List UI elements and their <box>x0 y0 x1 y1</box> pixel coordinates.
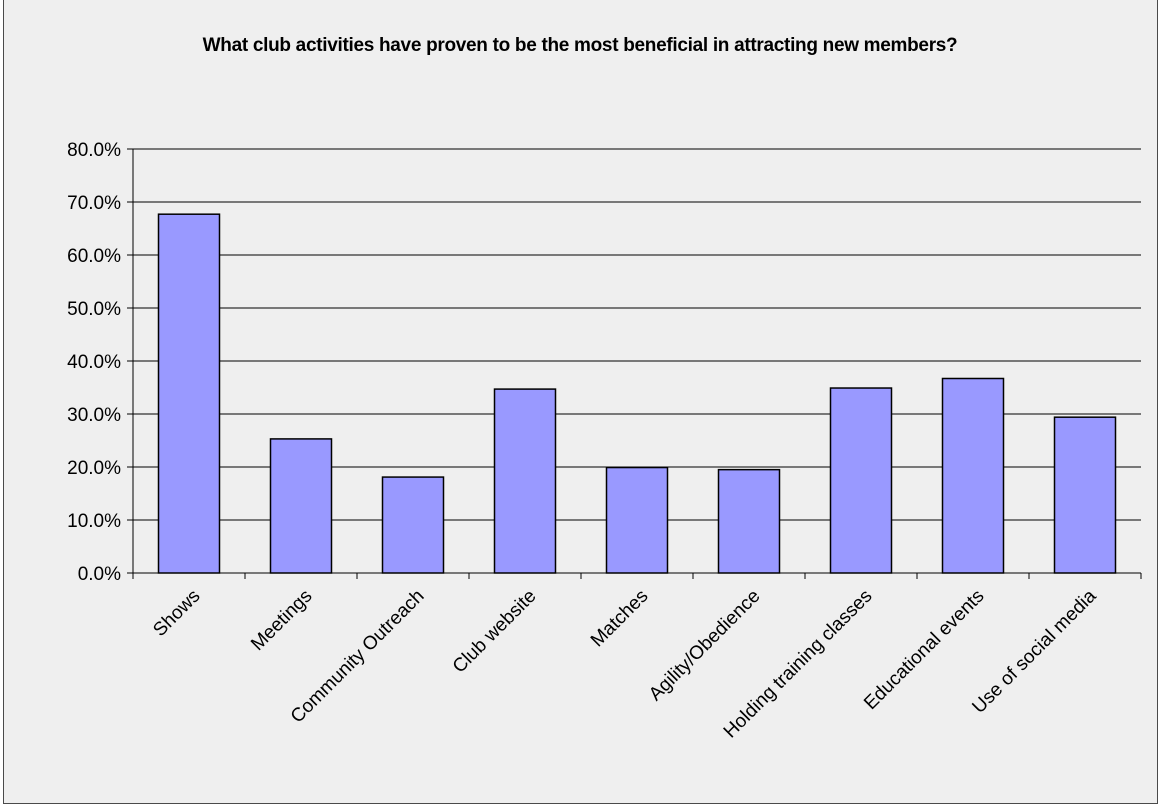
bar <box>829 387 893 574</box>
bar <box>269 438 333 574</box>
bar <box>605 466 669 574</box>
x-tick-label: Meetings <box>247 586 316 655</box>
bar <box>381 476 445 574</box>
bar <box>157 213 221 574</box>
y-tick-label: 50.0% <box>67 299 121 320</box>
x-tick-label: Matches <box>587 586 653 652</box>
x-tick-label: Club website <box>449 586 541 678</box>
y-tick-label: 10.0% <box>67 511 121 532</box>
x-tick-label: Shows <box>149 586 204 641</box>
y-tick-label: 20.0% <box>67 458 121 479</box>
bar <box>493 388 557 574</box>
y-tick-label: 40.0% <box>67 352 121 373</box>
y-tick-label: 30.0% <box>67 405 121 426</box>
bar <box>1053 416 1117 574</box>
chart-title: What club activities have proven to be t… <box>202 35 958 56</box>
y-tick-labels: 0.0% 10.0% 20.0% 30.0% 40.0% 50.0% 60.0% 70.0% 8… <box>67 140 121 585</box>
x-tick-label: Agility/Obedience <box>645 586 764 705</box>
y-tick-label: 60.0% <box>67 246 121 267</box>
bars <box>157 213 1117 574</box>
x-tick-label: Educational events <box>860 586 988 714</box>
bar <box>717 468 781 574</box>
y-tick-label: 0.0% <box>78 564 121 585</box>
x-tick-label: Use of social media <box>968 585 1100 717</box>
y-tick-label: 80.0% <box>67 140 121 161</box>
bar <box>941 377 1005 574</box>
y-tick-label: 70.0% <box>67 193 121 214</box>
